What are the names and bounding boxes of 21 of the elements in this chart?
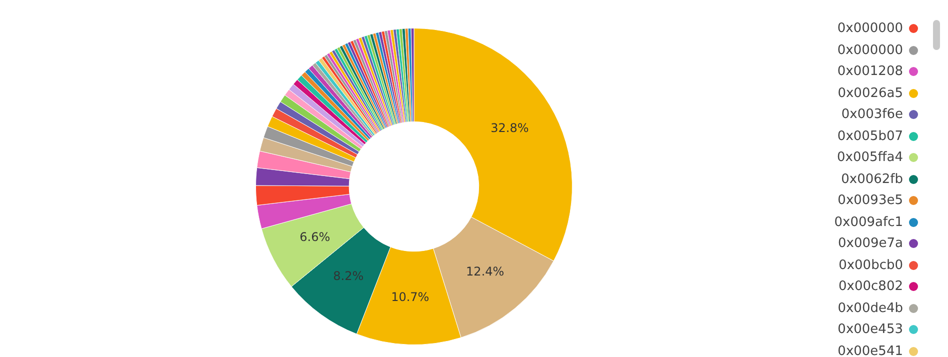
legend-label: 0x000000	[837, 21, 903, 36]
legend-label: 0x00c802	[838, 279, 903, 294]
data-label: 6.6%	[300, 230, 330, 244]
legend-label: 0x00de4b	[838, 300, 903, 316]
legend-label: 0x005ffa4	[837, 150, 903, 166]
data-label: 32.8%	[490, 121, 529, 136]
legend-label: 0x005b07	[837, 128, 903, 144]
legend-label: 0x0026a5	[838, 86, 903, 101]
legend-label: 0x00e541	[838, 344, 903, 357]
legend-label: 0x009e7a	[838, 236, 903, 252]
data-label: 12.4%	[466, 264, 504, 279]
legend-label: 0x009afc1	[834, 214, 903, 230]
legend-label: 0x00bcb0	[838, 258, 903, 273]
legend-label: 0x0093e5	[838, 193, 903, 208]
legend-label: 0x001208	[837, 64, 903, 80]
legend-label: 0x0062fb	[841, 172, 903, 187]
legend-label: 0x000000	[837, 42, 903, 58]
legend-label: 0x003f6e	[841, 107, 903, 122]
data-label: 10.7%	[391, 290, 430, 304]
legend-label: 0x00e453	[838, 322, 903, 338]
data-label: 8.2%	[333, 268, 364, 283]
